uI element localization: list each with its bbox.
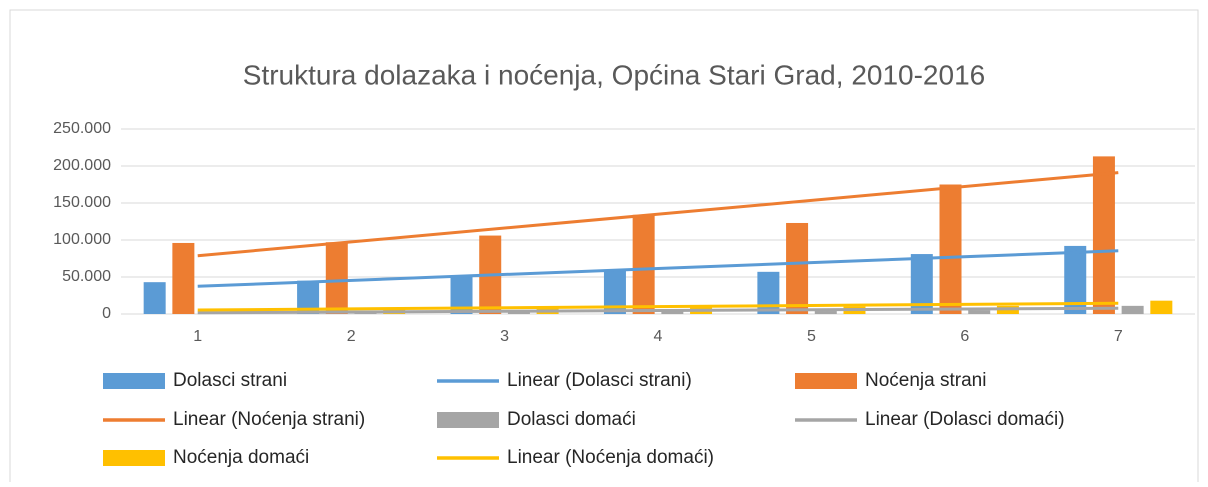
bar [507, 311, 530, 314]
trend-line [197, 171, 1119, 258]
bar [786, 222, 809, 314]
x-tick-label: 3 [500, 328, 509, 345]
legend-label: Linear (Dolasci domaći) [865, 409, 1065, 430]
bar [632, 214, 655, 314]
legend-label: Linear (Dolasci strani) [507, 370, 692, 391]
trend-line [197, 306, 1119, 315]
y-tick-label: 200.000 [53, 157, 111, 174]
bar [172, 242, 195, 314]
chart-title: Struktura dolazaka i noćenja, Općina Sta… [243, 59, 985, 90]
y-tick-label: 100.000 [53, 231, 111, 248]
bar [325, 242, 348, 314]
legend-label: Noćenja domaći [173, 447, 309, 468]
y-tick-label: 0 [102, 305, 111, 322]
bar [1064, 245, 1087, 314]
x-tick-label: 6 [960, 328, 969, 345]
legend-label: Dolasci domaći [507, 409, 636, 430]
y-tick-label: 250.000 [53, 120, 111, 137]
trend-line [197, 249, 1119, 288]
bar [603, 269, 626, 314]
legend-swatch [103, 373, 165, 389]
bar [450, 275, 473, 314]
x-tick-label: 5 [807, 328, 816, 345]
bar [968, 310, 991, 314]
legend-swatch [437, 412, 499, 428]
bar [143, 282, 166, 314]
bar [1092, 156, 1115, 314]
x-tick-label: 7 [1114, 328, 1123, 345]
bar [297, 280, 320, 314]
bar [939, 184, 962, 314]
x-tick-label: 4 [654, 328, 663, 345]
y-tick-label: 150.000 [53, 194, 111, 211]
legend-label: Linear (Noćenja domaći) [507, 447, 714, 468]
legend-label: Linear (Noćenja strani) [173, 409, 365, 430]
x-tick-label: 2 [347, 328, 356, 345]
bar [814, 311, 837, 314]
chart-frame [9, 9, 1199, 487]
bar [757, 271, 780, 314]
legend-label: Noćenja strani [865, 370, 986, 391]
legend-swatch [103, 450, 165, 466]
legend-label: Dolasci strani [173, 370, 287, 391]
trend-line [197, 301, 1119, 312]
bar [1121, 305, 1144, 314]
y-tick-label: 50.000 [62, 268, 111, 285]
x-tick-label: 1 [193, 328, 202, 345]
legend-swatch [795, 373, 857, 389]
bar [910, 254, 933, 314]
bar [1150, 300, 1173, 314]
bar [661, 311, 684, 314]
